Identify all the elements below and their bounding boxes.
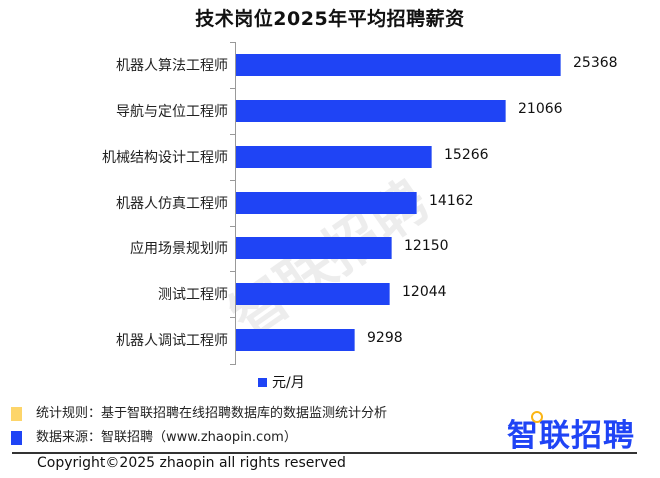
bar — [236, 329, 355, 351]
bar — [236, 146, 432, 168]
chart-title: 技术岗位2025年平均招聘薪资 — [195, 8, 465, 30]
legend: 元/月 — [258, 372, 305, 392]
axis-tick — [230, 364, 236, 365]
category-label: 机器人算法工程师 — [116, 58, 228, 74]
value-label: 9298 — [367, 330, 403, 346]
value-label: 12150 — [404, 238, 449, 254]
value-label: 25368 — [573, 55, 618, 71]
copyright: Copyright©2025 zhaopin all rights reserv… — [37, 455, 346, 471]
value-label: 15266 — [444, 147, 489, 163]
value-label: 12044 — [402, 284, 447, 300]
y-axis — [235, 42, 236, 364]
footer-divider — [12, 452, 637, 454]
axis-tick — [230, 317, 236, 318]
category-label: 机械结构设计工程师 — [102, 150, 228, 166]
axis-tick — [230, 88, 236, 89]
stat-rule-note: 统计规则：基于智联招聘在线招聘数据库的数据监测统计分析 — [36, 406, 388, 421]
legend-swatch — [258, 377, 267, 387]
zhaopin-logo: 智联招聘 — [507, 418, 635, 454]
data-source-note: 数据来源：智联招聘（www.zhaopin.com） — [36, 430, 297, 445]
axis-tick — [230, 134, 236, 135]
axis-tick — [230, 271, 236, 272]
value-label: 21066 — [518, 101, 563, 117]
category-label: 机器人调试工程师 — [116, 333, 228, 349]
category-label: 应用场景规划师 — [130, 241, 228, 257]
source-swatch — [11, 431, 22, 445]
bar — [236, 100, 506, 122]
bar — [236, 237, 392, 259]
axis-tick — [230, 180, 236, 181]
category-label: 机器人仿真工程师 — [116, 196, 228, 212]
logo-dot-icon — [531, 411, 543, 423]
category-label: 测试工程师 — [158, 287, 228, 303]
category-label: 导航与定位工程师 — [116, 104, 228, 120]
legend-label: 元/月 — [272, 375, 305, 391]
bar — [236, 54, 561, 76]
axis-tick — [230, 42, 236, 43]
rule-swatch — [11, 407, 22, 421]
value-label: 14162 — [429, 193, 474, 209]
bar — [236, 192, 417, 214]
bar — [236, 283, 390, 305]
axis-tick — [230, 226, 236, 227]
